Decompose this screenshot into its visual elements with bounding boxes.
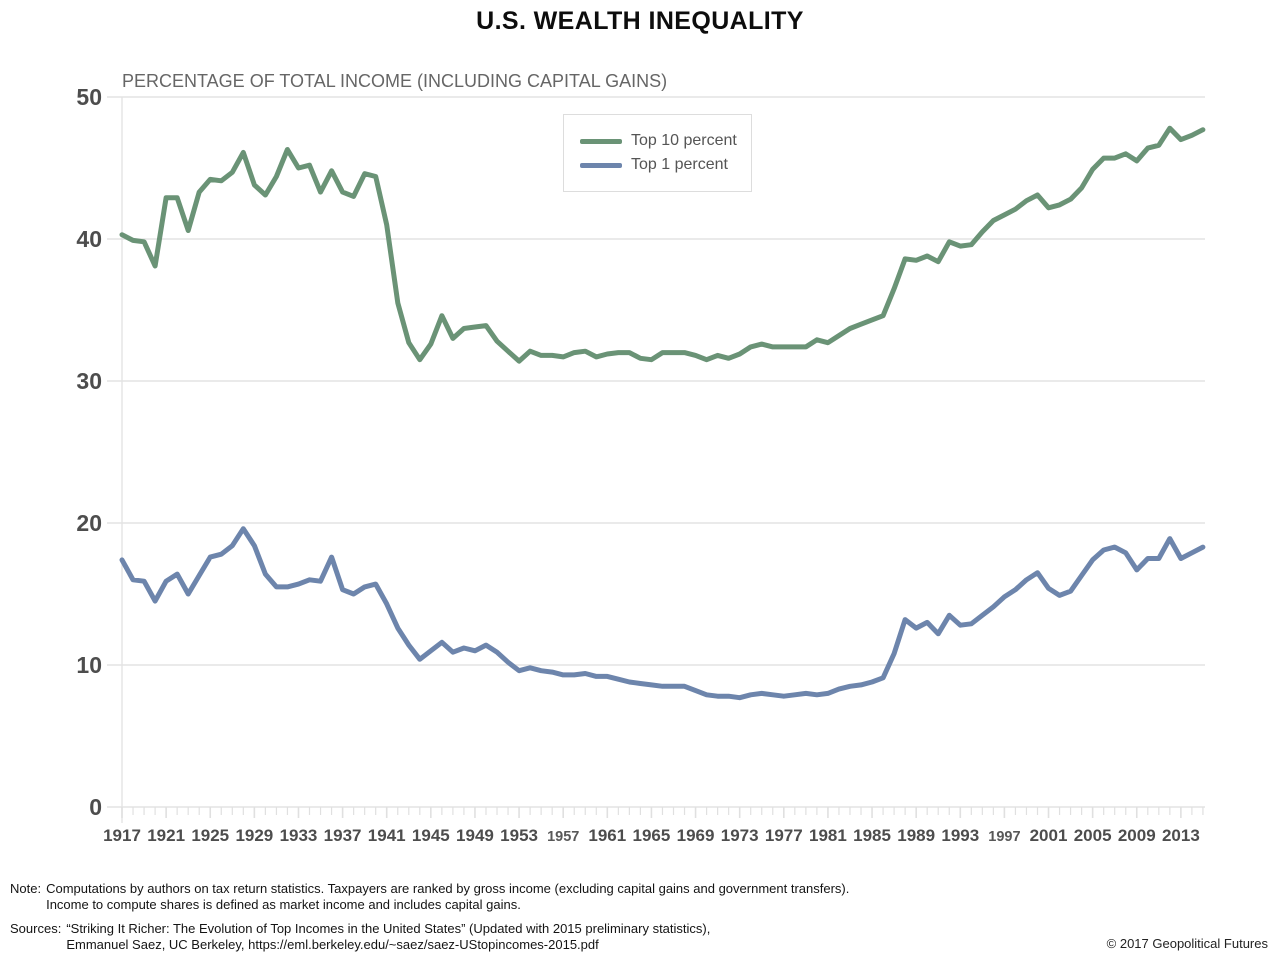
legend-item-top-10: Top 10 percent xyxy=(580,129,751,153)
sources-line-1: “Striking It Richer: The Evolution of To… xyxy=(66,921,711,936)
x-axis-tick-label: 1957 xyxy=(547,829,579,845)
x-axis-tick-label: 2005 xyxy=(1074,826,1112,845)
x-axis-tick-label: 1933 xyxy=(280,826,318,845)
x-axis-tick-label: 1961 xyxy=(588,826,626,845)
x-axis-tick-label: 1945 xyxy=(412,826,450,845)
legend-label-top-1: Top 1 percent xyxy=(631,156,728,173)
x-axis-tick-label: 1965 xyxy=(633,826,671,845)
sources-line-2: Emmanuel Saez, UC Berkeley, https://eml.… xyxy=(66,936,599,952)
x-axis-tick-label: 1949 xyxy=(456,826,494,845)
series-line-top-10-percent xyxy=(119,125,1206,364)
note-line-2: Income to compute shares is defined as m… xyxy=(46,896,521,912)
x-axis-tick-label: 2001 xyxy=(1030,826,1068,845)
top-10-line-swatch xyxy=(580,138,622,144)
y-axis-tick-label: 50 xyxy=(76,84,102,110)
note-label: Note: xyxy=(10,881,42,896)
x-axis-tick-label: 1977 xyxy=(765,826,803,845)
x-axis-tick-label: 1997 xyxy=(988,829,1020,845)
x-axis-tick-label: 1921 xyxy=(147,826,185,845)
legend-label-top-10: Top 10 percent xyxy=(631,132,737,149)
note-line-1: Computations by authors on tax return st… xyxy=(46,881,850,896)
y-axis-tick-label: 20 xyxy=(76,510,102,536)
note: Note: Computations by authors on tax ret… xyxy=(10,881,849,912)
legend-item-top-1: Top 1 percent xyxy=(580,153,751,177)
x-axis-tick-label: 2013 xyxy=(1162,826,1200,845)
y-axis-tick-label: 40 xyxy=(76,226,102,252)
top-1-line-swatch xyxy=(580,162,622,168)
x-axis-tick-label: 1993 xyxy=(941,826,979,845)
x-axis-tick-label: 1985 xyxy=(853,826,891,845)
legend: Top 10 percent Top 1 percent xyxy=(563,114,752,192)
x-axis-tick-label: 1981 xyxy=(809,826,847,845)
x-axis-tick-label: 1929 xyxy=(235,826,273,845)
y-axis-tick-label: 0 xyxy=(89,794,102,820)
y-axis-tick-label: 10 xyxy=(76,652,102,678)
x-axis-tick-label: 1953 xyxy=(500,826,538,845)
x-axis-tick-label: 2009 xyxy=(1118,826,1156,845)
copyright: © 2017 Geopolitical Futures xyxy=(1106,936,1268,951)
y-axis-title: PERCENTAGE OF TOTAL INCOME (INCLUDING CA… xyxy=(122,71,668,91)
x-axis-tick-label: 1989 xyxy=(897,826,935,845)
x-axis-tick-label: 1937 xyxy=(324,826,362,845)
x-axis-tick-label: 1917 xyxy=(103,826,141,845)
x-axis-tick-label: 1973 xyxy=(721,826,759,845)
x-axis-tick-label: 1925 xyxy=(191,826,229,845)
x-axis-tick-label: 1941 xyxy=(368,826,406,845)
x-axis-tick-label: 1969 xyxy=(677,826,715,845)
series-line-top-1-percent xyxy=(119,526,1206,701)
chart-title: U.S. WEALTH INEQUALITY xyxy=(476,7,804,35)
y-axis-tick-label: 30 xyxy=(76,368,102,394)
sources-label: Sources: xyxy=(10,921,62,936)
sources: Sources: “Striking It Richer: The Evolut… xyxy=(10,921,710,952)
